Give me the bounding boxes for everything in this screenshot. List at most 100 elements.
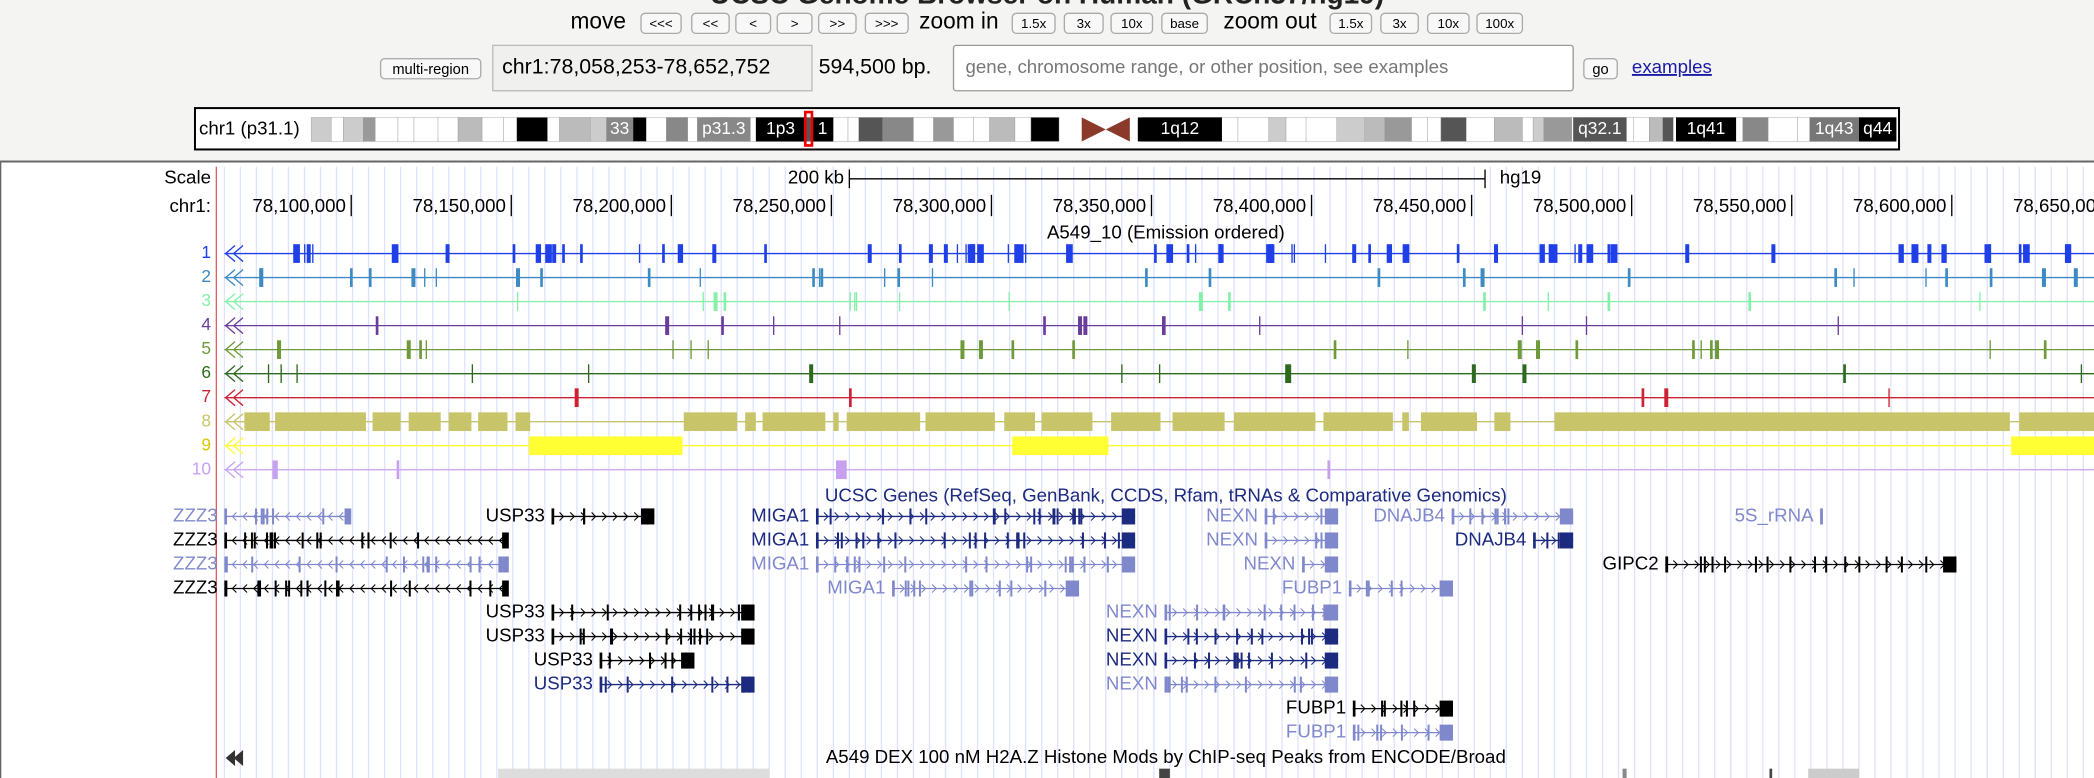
gene-label: ZZZ3 — [173, 576, 218, 597]
gene-chevron — [434, 584, 440, 593]
gene-chevron — [1381, 728, 1387, 738]
button[interactable] — [1329, 12, 1373, 35]
gene-exon — [1405, 700, 1408, 717]
gene-exon — [262, 508, 265, 525]
button[interactable] — [1011, 12, 1056, 35]
gene-exon — [1427, 724, 1430, 741]
state-block — [723, 292, 727, 311]
band-label: 33 — [610, 118, 629, 138]
button-label[interactable]: < — [749, 16, 757, 31]
button[interactable] — [1380, 12, 1419, 35]
gene-chevron — [591, 512, 597, 521]
state-block — [855, 292, 858, 311]
gene-exon — [665, 628, 668, 645]
gene-chevron — [866, 536, 872, 545]
search-placeholder[interactable]: gene, chromosome range, or other positio… — [966, 56, 1449, 77]
button-label[interactable]: 100x — [1485, 16, 1514, 31]
gene-exon — [726, 676, 729, 693]
gene-label: MIGA1 — [751, 552, 809, 573]
state-block — [435, 268, 438, 287]
button[interactable] — [379, 58, 482, 80]
gene-chevron — [231, 512, 237, 521]
button-label[interactable]: base — [1170, 16, 1199, 31]
gene-chevron — [1015, 560, 1022, 569]
state-block — [956, 244, 959, 263]
button-label[interactable]: multi-region — [392, 62, 469, 78]
gene-exon — [904, 556, 907, 573]
button-label[interactable]: 3x — [1393, 16, 1407, 31]
gene-exon — [1324, 604, 1339, 621]
gene-chevron — [921, 584, 927, 593]
gene-label: DNAJB4 — [1373, 504, 1445, 525]
gene-exon — [1103, 532, 1106, 549]
state-block — [535, 244, 542, 263]
gene-exon — [993, 508, 996, 525]
gene-chevron — [1214, 656, 1221, 665]
gene-chevron — [1304, 536, 1310, 545]
gene-exon — [298, 556, 301, 573]
gene-exon — [271, 532, 274, 549]
button-label[interactable]: > — [791, 16, 799, 31]
ideogram-band — [559, 117, 591, 142]
state-block — [812, 268, 815, 287]
position-tick-label: 78,350,000 — [1053, 195, 1146, 216]
strand-chevron — [224, 293, 236, 311]
state-block — [2023, 244, 2030, 263]
gene-exon — [846, 556, 849, 573]
button-label[interactable]: 3x — [1077, 16, 1091, 31]
state-block — [1456, 244, 1460, 263]
gene-exon — [1016, 532, 1019, 549]
button[interactable] — [776, 12, 813, 35]
button-label[interactable]: 10x — [1121, 16, 1143, 31]
gene-chevron — [823, 560, 829, 569]
button[interactable] — [1476, 12, 1524, 35]
ideogram-band — [1858, 117, 1897, 142]
button-label[interactable]: 1.5x — [1338, 16, 1364, 31]
gene-chevron — [488, 536, 494, 545]
gene-chevron — [381, 536, 387, 545]
button[interactable] — [817, 12, 857, 35]
ideogram-band — [933, 117, 954, 142]
button[interactable] — [1426, 12, 1470, 35]
gene-exon — [498, 556, 501, 573]
button-label[interactable]: >>> — [875, 16, 899, 31]
gene-exon — [551, 508, 555, 525]
button[interactable] — [735, 12, 772, 35]
button-label[interactable]: 10x — [1438, 16, 1460, 31]
state-block — [846, 412, 921, 432]
state-block — [1259, 316, 1261, 335]
gene-chevron — [327, 512, 333, 521]
gene-chevron — [1182, 608, 1188, 617]
search-input[interactable] — [952, 44, 1574, 92]
button-label[interactable]: <<< — [649, 16, 673, 31]
button[interactable] — [1583, 58, 1618, 80]
button-label[interactable]: >> — [830, 16, 846, 31]
gene-chevron — [1300, 680, 1306, 689]
examples-link[interactable]: examples — [1632, 56, 1712, 77]
track-title: UCSC Genes (RefSeq, GenBank, CCDS, Rfam,… — [825, 484, 1507, 505]
state-block — [1471, 364, 1476, 383]
gene-chevron — [1026, 512, 1032, 521]
gene-chevron — [1101, 560, 1107, 569]
ideogram-band — [1030, 117, 1060, 142]
button-label[interactable]: go — [1592, 62, 1608, 78]
button-label[interactable]: << — [703, 16, 719, 31]
gene-exon — [1900, 556, 1903, 573]
state-block — [977, 244, 984, 263]
button-label[interactable]: 1.5x — [1021, 16, 1047, 31]
gene-chevron — [231, 536, 237, 545]
gene-chevron — [1311, 680, 1317, 689]
button[interactable] — [1110, 12, 1154, 35]
gene-chevron — [919, 560, 925, 569]
gene-chevron — [338, 536, 344, 545]
gene-label: ZZZ3 — [173, 528, 218, 549]
button[interactable] — [640, 12, 682, 35]
button[interactable] — [864, 12, 909, 35]
button[interactable] — [691, 12, 730, 35]
gene-exon — [741, 604, 755, 621]
gene-exon — [882, 508, 885, 525]
button[interactable] — [1161, 12, 1208, 35]
gene-chevron — [834, 512, 840, 521]
button[interactable] — [1063, 12, 1104, 35]
gene-chevron — [1431, 584, 1437, 593]
